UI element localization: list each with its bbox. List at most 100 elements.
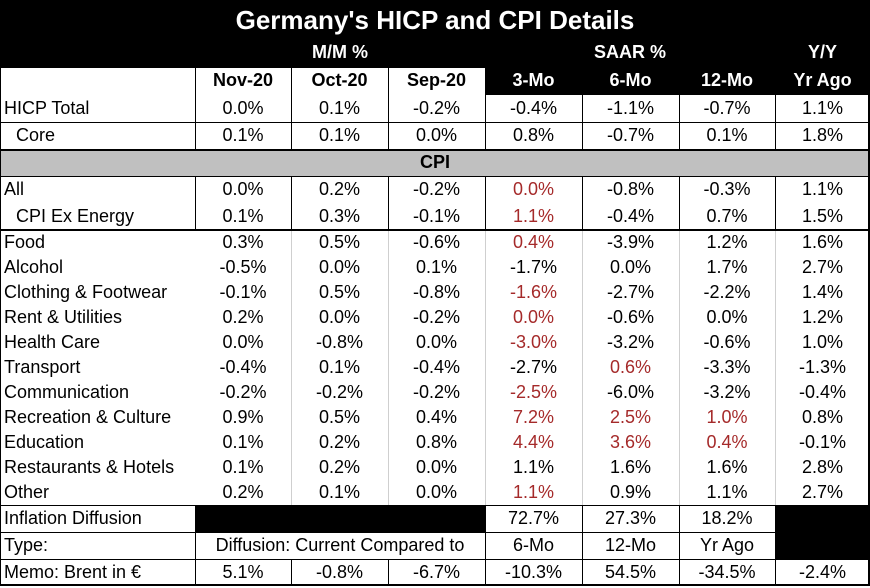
table-row-cpi-ex-energy: CPI Ex Energy 0.1% 0.3% -0.1% 1.1% -0.4% 0.7% 1…	[0, 203, 870, 230]
table-header: Germany's HICP and CPI Details M/M % SAA…	[0, 0, 870, 95]
table-row-communication: Communication -0.2% -0.2% -0.2% -2.5% -6.0% -3…	[0, 380, 870, 405]
cell-all-yr-ago: 1.1%	[801, 179, 844, 199]
cell-alcohol-3-mo: -1.7%	[509, 257, 558, 277]
cell-hicp-total-yr-ago: 1.1%	[801, 98, 844, 118]
cell-education-6-mo: 3.6%	[609, 432, 652, 452]
table-row-education: Education 0.1% 0.2% 0.8% 4.4% 3.6% 0.4% -0.1%	[0, 430, 870, 455]
cell-core-nov-20: 0.1%	[222, 125, 264, 145]
cell-education-3-mo: 4.4%	[512, 432, 555, 452]
cell-cpi-ex-energy-6-mo: -0.4%	[606, 206, 655, 226]
row-label-health-care: Health Care	[4, 332, 101, 352]
cell-health-care-oct-20: -0.8%	[315, 332, 364, 352]
row-label-all: All	[4, 179, 25, 199]
cell-all-12-mo: -0.3%	[703, 179, 751, 199]
cell-restaurants-hotels-nov-20: 0.1%	[222, 457, 264, 477]
cell-memo-6-mo: 54.5%	[604, 562, 657, 582]
cell-health-care-sep-20: 0.0%	[415, 332, 458, 352]
cell-recreation-culture-6-mo: 2.5%	[609, 407, 652, 427]
cell-diffusion-3-mo: 72.7%	[507, 508, 560, 528]
cell-hicp-total-12-mo: -0.7%	[703, 98, 751, 118]
cell-cpi-ex-energy-12-mo: 0.7%	[706, 206, 748, 226]
cell-cpi-ex-energy-nov-20: 0.1%	[222, 206, 264, 226]
cell-rent-utilities-nov-20: 0.2%	[222, 307, 264, 327]
cell-restaurants-hotels-oct-20: 0.2%	[318, 457, 361, 477]
table-row-other: Other 0.2% 0.1% 0.0% 1.1% 0.9% 1.1% 2.7%	[0, 480, 870, 505]
row-label-cpi-ex-energy: CPI Ex Energy	[16, 206, 135, 226]
cell-food-3-mo: 0.4%	[512, 232, 555, 252]
cell-alcohol-12-mo: 1.7%	[706, 257, 748, 277]
cell-core-oct-20: 0.1%	[318, 125, 361, 145]
col-header-sep-20: Sep-20	[406, 70, 467, 90]
cell-health-care-yr-ago: 1.0%	[801, 332, 844, 352]
cell-diffusion-6-mo: 27.3%	[604, 508, 657, 528]
cell-cpi-ex-energy-sep-20: -0.1%	[412, 206, 461, 226]
row-label-education: Education	[4, 432, 85, 452]
cell-memo-oct-20: -0.8%	[315, 562, 364, 582]
group-header-saar: SAAR %	[593, 42, 666, 62]
col-header-nov-20: Nov-20	[212, 70, 274, 90]
cell-core-yr-ago: 1.8%	[801, 125, 844, 145]
cell-core-12-mo: 0.1%	[706, 125, 748, 145]
cell-health-care-3-mo: -3.0%	[509, 332, 558, 352]
cell-rent-utilities-12-mo: 0.0%	[706, 307, 748, 327]
table-row-core: Core 0.1% 0.1% 0.0% 0.8% -0.7% 0.1% 1.8%	[0, 122, 870, 149]
cell-restaurants-hotels-yr-ago: 2.8%	[801, 457, 844, 477]
cell-clothing-footwear-12-mo: -2.2%	[703, 282, 751, 302]
cell-food-yr-ago: 1.6%	[801, 232, 844, 252]
cell-health-care-6-mo: -3.2%	[606, 332, 655, 352]
table-row-inflation-diffusion: Inflation Diffusion 72.7% 27.3% 18.2%	[0, 505, 870, 532]
cell-recreation-culture-nov-20: 0.9%	[222, 407, 264, 427]
cell-transport-3-mo: -2.7%	[509, 357, 558, 377]
table-row-clothing-footwear: Clothing & Footwear -0.1% 0.5% -0.8% -1.6% -2…	[0, 280, 870, 305]
cell-food-oct-20: 0.5%	[318, 232, 361, 252]
cell-transport-sep-20: -0.4%	[412, 357, 461, 377]
cell-communication-yr-ago: -0.4%	[798, 382, 847, 402]
cell-clothing-footwear-yr-ago: 1.4%	[801, 282, 844, 302]
cell-education-12-mo: 0.4%	[706, 432, 748, 452]
cell-core-3-mo: 0.8%	[512, 125, 555, 145]
cell-transport-12-mo: -3.3%	[703, 357, 751, 377]
cell-communication-6-mo: -6.0%	[606, 382, 655, 402]
row-label-alcohol: Alcohol	[4, 257, 64, 277]
cell-core-sep-20: 0.0%	[415, 125, 458, 145]
cell-all-3-mo: 0.0%	[512, 179, 555, 199]
col-header-yr-ago: Yr Ago	[793, 70, 852, 90]
cell-hicp-total-oct-20: 0.1%	[318, 98, 361, 118]
cell-memo-nov-20: 5.1%	[222, 562, 264, 582]
cell-all-oct-20: 0.2%	[318, 179, 361, 199]
cell-cpi-ex-energy-yr-ago: 1.5%	[801, 206, 844, 226]
row-label-hicp-total: HICP Total	[4, 98, 90, 118]
table-row-food: Food 0.3% 0.5% -0.6% 0.4% -3.9% 1.2% 1.6%	[0, 230, 870, 255]
cell-transport-nov-20: -0.4%	[219, 357, 267, 377]
col-header-6-mo: 6-Mo	[609, 70, 652, 90]
table-row-memo-brent: Memo: Brent in € 5.1% -0.8% -6.7% -10.3% 54.5…	[0, 559, 870, 586]
cell-type-6-mo: 12-Mo	[604, 535, 657, 555]
cell-education-oct-20: 0.2%	[318, 432, 361, 452]
cell-clothing-footwear-6-mo: -2.7%	[606, 282, 655, 302]
cell-food-12-mo: 1.2%	[706, 232, 748, 252]
cell-other-yr-ago: 2.7%	[801, 482, 844, 502]
row-label-clothing-footwear: Clothing & Footwear	[4, 282, 168, 302]
row-label-food: Food	[4, 232, 46, 252]
cell-other-sep-20: 0.0%	[415, 482, 458, 502]
cell-hicp-total-nov-20: 0.0%	[222, 98, 264, 118]
cell-recreation-culture-3-mo: 7.2%	[512, 407, 555, 427]
cell-memo-3-mo: -10.3%	[504, 562, 563, 582]
table-title: Germany's HICP and CPI Details	[235, 5, 635, 35]
cell-all-nov-20: 0.0%	[222, 179, 264, 199]
cell-memo-12-mo: -34.5%	[698, 562, 756, 582]
table-row-type: Type: Diffusion: Current Compared to 6-Mo 1…	[0, 532, 870, 559]
row-label-type: Type:	[4, 535, 49, 555]
col-header-oct-20: Oct-20	[311, 70, 368, 90]
cell-clothing-footwear-oct-20: 0.5%	[318, 282, 361, 302]
row-label-communication: Communication	[4, 382, 130, 402]
cell-all-sep-20: -0.2%	[412, 179, 461, 199]
table-row-rent-utilities: Rent & Utilities 0.2% 0.0% -0.2% 0.0% -0.6% 0.…	[0, 305, 870, 330]
cell-alcohol-yr-ago: 2.7%	[801, 257, 844, 277]
cell-health-care-12-mo: -0.6%	[703, 332, 751, 352]
cell-education-nov-20: 0.1%	[222, 432, 264, 452]
cpi-section-header: CPI	[0, 149, 870, 176]
cell-clothing-footwear-3-mo: -1.6%	[509, 282, 558, 302]
cell-other-3-mo: 1.1%	[512, 482, 555, 502]
cell-recreation-culture-12-mo: 1.0%	[706, 407, 748, 427]
